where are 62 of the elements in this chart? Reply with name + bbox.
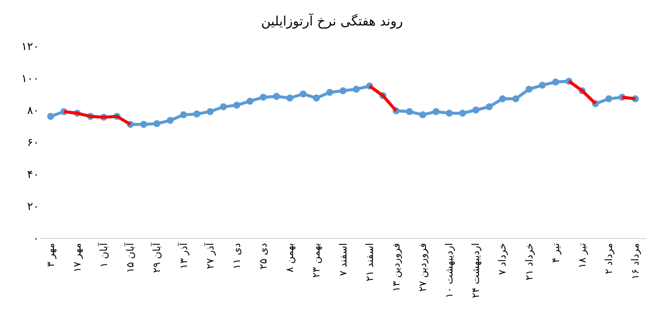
- point: [300, 90, 307, 98]
- point: [446, 110, 453, 117]
- x-tick-label: ۲۵ دی: [258, 243, 270, 270]
- x-tick-label: ۳ مهر: [46, 243, 57, 268]
- point: [605, 95, 612, 102]
- x-tick-label: ۱۵ آبان: [124, 242, 137, 273]
- chart-title: روند هفتگی نرخ آرتوزایلین: [261, 12, 403, 30]
- x-tick-label: ۴ تیر: [550, 242, 562, 263]
- point: [286, 94, 294, 102]
- point: [512, 95, 520, 102]
- point: [472, 106, 480, 114]
- x-tick-label: ۲۳ بهمن: [312, 243, 323, 278]
- x-tick-label: ۱۸ تیر: [577, 242, 588, 268]
- point: [419, 111, 426, 118]
- x-tick-label: ۱۳ فروردین: [391, 242, 402, 292]
- point: [498, 95, 506, 102]
- x-tick-label: ۲ مرداد: [604, 243, 616, 274]
- point: [273, 92, 280, 100]
- y-tick-label: ۸۰: [27, 104, 39, 117]
- point: [233, 102, 240, 109]
- point: [166, 116, 174, 124]
- x-tick-label: ۱۳ آذر: [176, 242, 190, 269]
- point: [193, 110, 200, 118]
- point: [340, 87, 346, 94]
- point: [406, 108, 413, 116]
- point: [486, 103, 493, 110]
- x-tick-label: ۱۷ مهر: [72, 243, 84, 272]
- point: [432, 108, 440, 116]
- point: [140, 120, 148, 128]
- point: [352, 86, 360, 93]
- x-tick-label: ۱۱ دی: [232, 243, 243, 270]
- x-tick-label: ۲۴ اردیبهشت: [471, 243, 482, 298]
- point: [206, 108, 214, 116]
- point: [326, 88, 334, 96]
- x-tick-label: ۷ خرداد: [498, 243, 509, 275]
- x-tick-label: ۱۶ مرداد: [630, 243, 642, 280]
- y-tick-label: ۶۰: [27, 136, 39, 149]
- point: [526, 86, 533, 93]
- y-tick-label: ۰: [33, 232, 39, 245]
- point: [459, 110, 466, 117]
- x-tick-label: ۲۱ خرداد: [524, 243, 536, 280]
- y-tick-label: ۱۰۰: [21, 72, 39, 85]
- point: [180, 111, 188, 118]
- x-tick-label: ۱ آبان: [97, 242, 110, 268]
- point: [246, 98, 254, 105]
- x-tick-label: ۲۱ اسفند: [364, 243, 376, 282]
- point: [538, 82, 546, 89]
- point: [47, 112, 54, 120]
- point: [220, 103, 227, 110]
- x-tick-label: ۲۷ فروردین: [418, 242, 429, 292]
- x-tick-label: ۷ اسفند: [338, 243, 350, 276]
- x-tick-label: ۲۹ آبان: [150, 242, 164, 273]
- x-tick-label: ۸ بهمن: [285, 243, 296, 272]
- x-tick-label: ۲۷ آذر: [203, 242, 216, 269]
- y-tick-label: ۱۲۰: [21, 40, 39, 53]
- y-tick-label: ۲۰: [27, 200, 39, 213]
- x-tick-label: ۱۰ اردیبهشت: [444, 243, 456, 298]
- y-tick-label: ۴۰: [27, 168, 39, 181]
- point: [552, 78, 560, 86]
- point: [260, 94, 267, 101]
- point: [153, 120, 160, 128]
- point: [312, 94, 320, 102]
